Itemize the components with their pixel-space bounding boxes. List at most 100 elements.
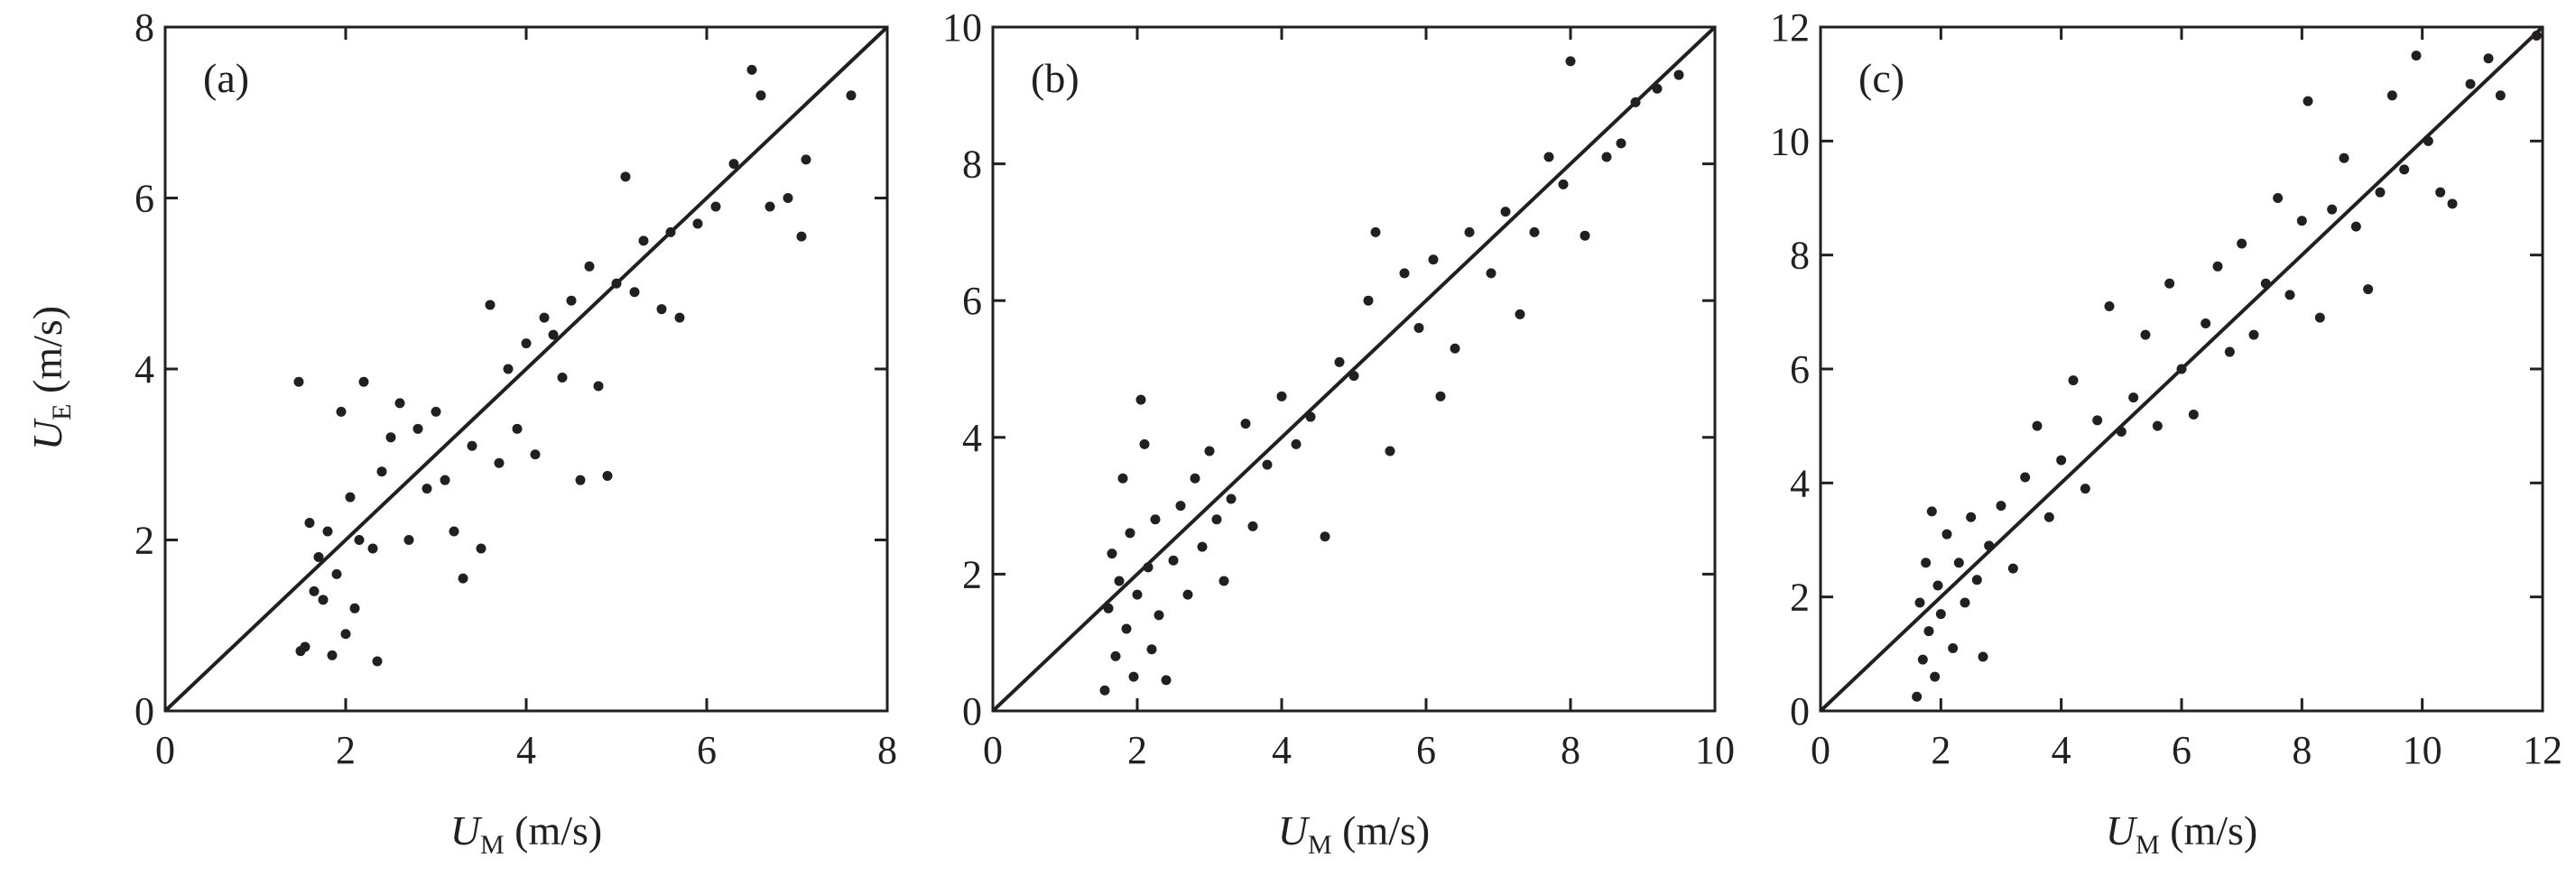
data-point-a <box>846 90 857 101</box>
data-point-b <box>1182 589 1193 600</box>
panel-b: 0 2 4 6 8 10 0 2 4 6 8 10 (b) UM (m/s) <box>942 5 1735 860</box>
data-point-a <box>458 573 468 584</box>
data-point-c <box>2363 284 2374 295</box>
x-tick-label-a: 8 <box>877 728 897 772</box>
x-tick-label-a: 2 <box>336 728 356 772</box>
data-point-b <box>1240 419 1251 429</box>
data-point-c <box>2260 278 2271 289</box>
data-point-a <box>593 381 604 392</box>
data-point-b <box>1117 473 1128 484</box>
data-point-a <box>476 543 486 554</box>
data-point-c <box>1912 691 1923 702</box>
data-point-c <box>2399 164 2410 175</box>
x-axis-label-a: UM (m/s) <box>450 807 603 860</box>
data-point-b <box>1175 501 1186 512</box>
data-point-a <box>692 218 703 229</box>
data-point-a <box>322 526 333 537</box>
data-point-c <box>2375 187 2386 198</box>
data-point-a <box>629 287 640 298</box>
data-point-a <box>385 432 396 443</box>
data-point-b <box>1348 371 1359 382</box>
data-point-c <box>2201 318 2211 328</box>
data-point-a <box>746 64 757 75</box>
data-point-b <box>1385 446 1395 456</box>
x-tick-label-b: 8 <box>1561 728 1580 772</box>
panel-label-b: (b) <box>1031 55 1080 101</box>
data-point-a <box>710 201 721 212</box>
data-point-c <box>2164 278 2175 289</box>
data-point-b <box>1486 268 1496 279</box>
y-tick-label-c: 6 <box>1790 347 1810 392</box>
data-point-c <box>2116 426 2127 437</box>
data-point-a <box>467 440 477 451</box>
data-point-a <box>354 535 365 545</box>
data-point-c <box>2495 90 2506 101</box>
data-point-c <box>1966 512 1977 522</box>
data-point-b <box>1652 83 1663 94</box>
data-point-b <box>1363 295 1374 306</box>
data-point-b <box>1219 576 1229 586</box>
data-point-c <box>1921 558 1932 568</box>
y-tick-label-c: 4 <box>1790 461 1810 505</box>
data-point-a <box>372 656 383 667</box>
x-tick-label-b: 0 <box>983 728 1003 772</box>
data-point-a <box>728 159 739 170</box>
y-tick-label-a: 6 <box>134 177 154 221</box>
y-tick-label-c: 10 <box>1770 119 1810 163</box>
data-point-b <box>1139 438 1150 449</box>
data-point-b <box>1413 323 1424 334</box>
data-point-a <box>566 295 577 306</box>
data-point-a <box>309 586 320 596</box>
data-point-c <box>1948 643 1959 654</box>
data-point-c <box>2176 364 2187 374</box>
data-point-c <box>2284 290 2295 300</box>
data-point-c <box>1941 529 1952 539</box>
data-point-a <box>327 650 338 660</box>
data-point-a <box>422 484 432 494</box>
data-point-a <box>403 535 414 545</box>
data-point-c <box>2152 420 2163 431</box>
data-point-a <box>376 466 387 477</box>
data-point-c <box>2314 312 2325 323</box>
data-point-c <box>1926 506 1937 517</box>
data-point-b <box>1500 207 1511 217</box>
data-point-c <box>1932 580 1943 591</box>
x-tick-label-a: 0 <box>155 728 175 772</box>
data-point-a <box>796 231 807 242</box>
data-point-c <box>2188 410 2199 420</box>
data-point-a <box>331 568 342 579</box>
y-tick-label-c: 8 <box>1790 234 1810 278</box>
data-point-c <box>2531 30 2542 41</box>
x-tick-label-b: 6 <box>1416 728 1436 772</box>
data-point-c <box>1978 651 1988 662</box>
y-tick-label-b: 2 <box>962 552 982 596</box>
data-point-b <box>1601 152 1612 162</box>
data-point-b <box>1616 138 1626 149</box>
data-point-c <box>2465 78 2476 89</box>
data-point-b <box>1211 514 1222 525</box>
data-point-c <box>2303 96 2313 106</box>
data-point-c <box>2104 301 2115 312</box>
data-point-a <box>584 261 595 272</box>
x-axis-label-c: UM (m/s) <box>2106 807 2258 860</box>
data-point-b <box>1190 473 1200 484</box>
data-point-b <box>1146 644 1157 655</box>
data-point-a <box>358 376 369 387</box>
data-point-b <box>1320 531 1330 542</box>
data-point-c <box>2411 51 2422 61</box>
data-point-c <box>1953 558 1964 568</box>
y-tick-label-a: 4 <box>134 347 154 392</box>
data-point-b <box>1204 446 1215 456</box>
x-tick-label-c: 8 <box>2292 728 2312 772</box>
data-point-b <box>1161 675 1172 686</box>
x-tick-label-c: 2 <box>1931 728 1951 772</box>
data-point-c <box>1984 540 1995 551</box>
data-point-c <box>2224 346 2235 357</box>
data-point-a <box>656 304 667 315</box>
data-point-c <box>2350 221 2361 232</box>
data-point-b <box>1305 411 1316 422</box>
data-point-a <box>602 470 613 481</box>
data-point-a <box>783 193 793 203</box>
y-tick-label-b: 0 <box>962 689 982 733</box>
data-point-c <box>2447 198 2458 209</box>
